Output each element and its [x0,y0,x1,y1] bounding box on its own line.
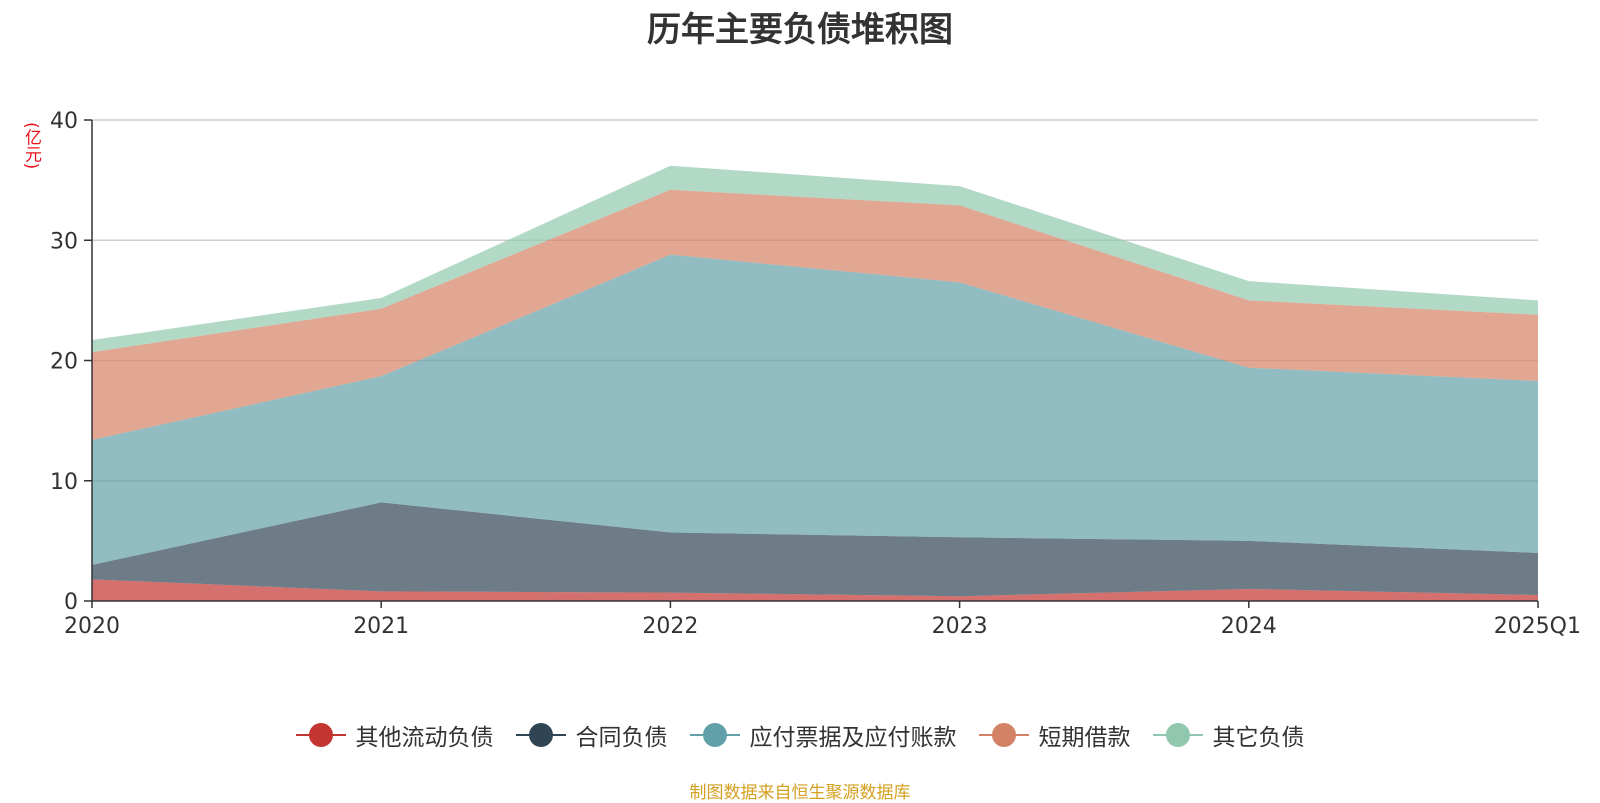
x-tick-label: 2025Q1 [1494,614,1581,639]
y-tick-label: 10 [50,470,78,495]
legend-marker-icon [689,723,740,747]
area-series-4 [92,189,1538,440]
legend-item-4[interactable]: 短期借款 [978,718,1131,752]
area-series-1 [92,579,1538,601]
data-source-note: 制图数据来自恒生聚源数据库 [689,783,911,803]
chart-legend: 其他流动负债 合同负债 应付票据及应付账款 短期借款 其它负债 [0,718,1600,752]
y-axis-unit-label: (亿元) [21,122,41,170]
y-tick-label: 30 [50,229,78,254]
area-series [92,165,1538,601]
legend-marker-icon [1152,723,1203,747]
y-tick-label: 0 [64,590,78,615]
legend-item-5[interactable]: 其它负债 [1152,718,1305,752]
y-tick-label: 40 [50,109,78,134]
legend-item-2[interactable]: 合同负债 [515,718,668,752]
legend-marker-icon [978,723,1029,747]
legend-label: 合同负债 [575,725,668,751]
legend-label: 短期借款 [1038,725,1131,751]
axes: 0 10 20 30 40 2020 2021 2022 2023 2024 2025Q1 [50,109,1581,639]
legend-marker-icon [515,723,566,747]
area-series-2 [92,502,1538,597]
legend-label: 应付票据及应付账款 [749,725,957,751]
x-tick-label: 2023 [932,614,988,639]
area-series-3 [92,254,1538,565]
legend-item-1[interactable]: 其他流动负债 [295,718,494,752]
x-tick-label: 2024 [1221,614,1277,639]
x-tick-label: 2022 [642,614,698,639]
chart-title: 历年主要负债堆积图 [647,10,953,50]
legend-item-3[interactable]: 应付票据及应付账款 [689,718,957,752]
legend-label: 其它负债 [1212,725,1305,751]
y-tick-label: 20 [50,350,78,375]
legend-label: 其他流动负债 [355,725,494,751]
legend-marker-icon [295,723,346,747]
x-tick-label: 2021 [353,614,409,639]
x-tick-label: 2020 [64,614,120,639]
